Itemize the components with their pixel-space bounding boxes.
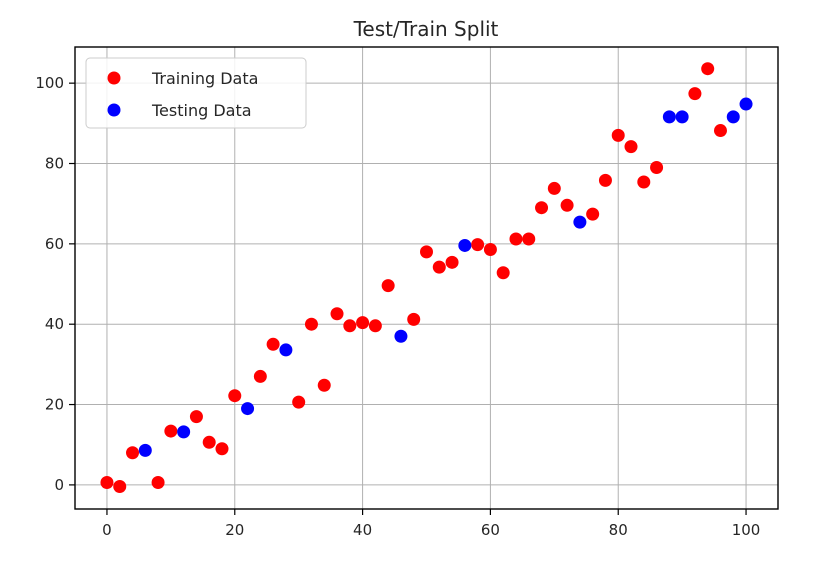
training-data-point [625,140,638,153]
x-tick-label: 60 [481,521,500,539]
testing-data-point [139,444,152,457]
training-data-point [688,87,701,100]
training-data-point [407,313,420,326]
y-tick-label: 80 [45,155,64,173]
legend-label-testing: Testing Data [151,101,252,120]
training-data-point [420,245,433,258]
x-tick-label: 80 [609,521,628,539]
training-data-point [228,389,241,402]
y-tick-label: 20 [45,396,64,414]
legend-marker-testing [108,104,121,117]
training-data-point [650,161,663,174]
x-tick-label: 20 [225,521,244,539]
training-data-point [433,261,446,274]
testing-data-point [663,110,676,123]
training-data-point [561,199,574,212]
training-data-point [369,319,382,332]
legend-marker-training [108,72,121,85]
training-data-point [100,476,113,489]
legend-label-training: Training Data [151,69,258,88]
training-data-point [612,129,625,142]
training-data-point [113,480,126,493]
training-data-point [586,208,599,221]
training-data-point [190,410,203,423]
training-data-point [637,175,650,188]
training-data-point [548,182,561,195]
testing-data-point [177,425,190,438]
testing-data-point [676,110,689,123]
training-data-point [254,370,267,383]
training-data-point [484,243,497,256]
training-data-point [497,266,510,279]
training-data-point [535,201,548,214]
training-data-point [599,174,612,187]
training-data-point [215,442,228,455]
testing-data-point [573,216,586,229]
training-data-point [164,425,177,438]
training-data-point [292,396,305,409]
testing-data-point [458,239,471,252]
legend: Training Data Testing Data [86,58,306,128]
y-tick-label: 40 [45,315,64,333]
training-data-point [446,256,459,269]
training-data-point [152,476,165,489]
x-tick-label: 0 [102,521,112,539]
y-tick-label: 0 [54,476,64,494]
training-data-point [714,124,727,137]
training-data-point [471,238,484,251]
training-data-point [318,379,331,392]
training-data-point [522,233,535,246]
training-data-point [267,338,280,351]
testing-data-point [394,330,407,343]
training-data-point [509,233,522,246]
y-tick-label: 100 [35,74,64,92]
testing-data-point [241,402,254,415]
x-tick-label: 100 [732,521,761,539]
training-data-point [356,316,369,329]
chart-title: Test/Train Split [353,17,499,41]
y-tick-label: 60 [45,235,64,253]
training-data-point [203,436,216,449]
training-data-point [701,62,714,75]
testing-data-point [279,343,292,356]
training-data-point [126,446,139,459]
training-data-point [382,279,395,292]
training-data-point [331,307,344,320]
testing-data-point [727,110,740,123]
training-data-point [343,319,356,332]
training-data-point [305,318,318,331]
testing-data-point [740,98,753,111]
x-tick-label: 40 [353,521,372,539]
